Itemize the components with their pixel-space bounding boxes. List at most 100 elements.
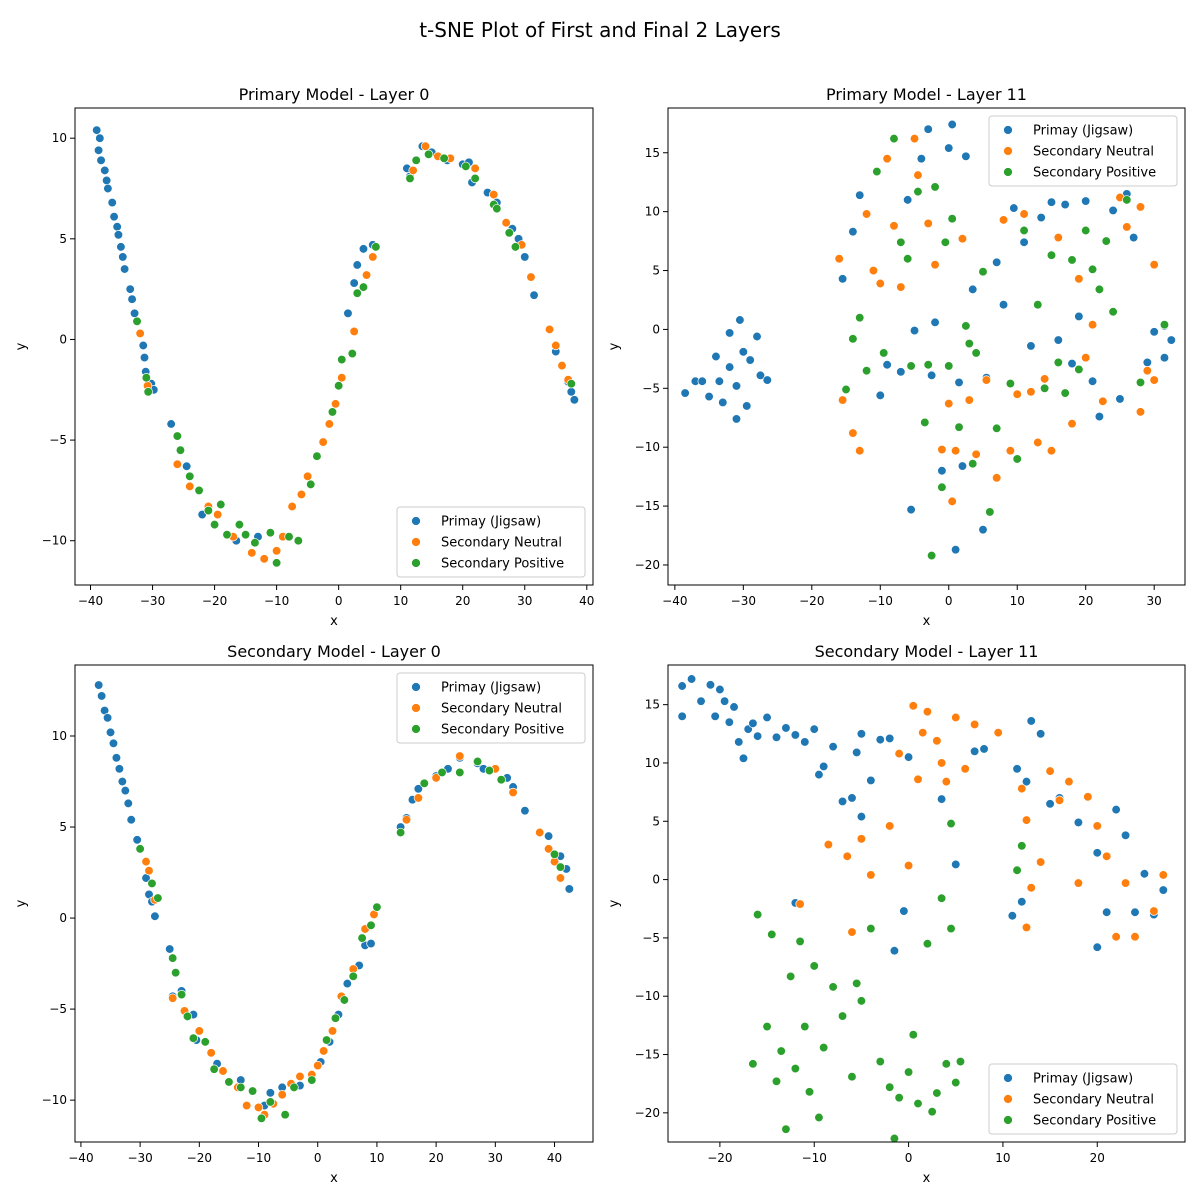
data-point [1101,236,1111,246]
data-point [236,1082,246,1093]
data-point [1130,907,1140,917]
data-point [819,1042,829,1053]
data-point [731,414,742,424]
data-point [828,741,838,752]
y-tick-label: 15 [645,698,660,712]
legend-marker [411,724,421,734]
y-tick-label: −5 [49,1002,67,1016]
x-tick-label: 10 [1010,594,1025,608]
y-tick-label: 5 [652,814,660,828]
data-point [139,352,150,363]
data-point [936,794,947,804]
data-point [321,1035,332,1045]
data-point [1045,799,1055,809]
data-point [1087,320,1098,330]
data-point [206,1048,216,1058]
subplot-2: Primary Model - Layer 11 −40 −30 −20 −10 0 10 2… [607,85,1186,629]
data-point [1026,387,1036,397]
data-point [265,528,276,538]
data-point [342,978,352,989]
data-point [1074,364,1084,375]
data-point [1021,776,1032,787]
legend-marker [411,537,421,547]
data-point [1092,821,1102,831]
data-point [979,744,989,754]
data-point [439,153,449,163]
data-point [964,395,974,405]
data-point [492,203,502,214]
data-point [809,961,819,971]
data-point [368,252,378,262]
data-point [96,691,107,701]
data-point [318,437,328,447]
data-point [423,149,434,159]
data-point [420,141,431,151]
subplot-4: Secondary Model - Layer 11 −20 −10 0 10 20 −20… [607,642,1186,1186]
data-point [947,214,957,224]
data-point [885,821,895,831]
data-point [875,390,885,401]
data-point [543,831,554,841]
data-point [349,278,359,288]
data-point [224,1077,234,1087]
subplot-title: Primary Model - Layer 0 [239,85,430,104]
data-point [372,902,382,912]
data-point [352,260,362,270]
data-point [296,489,307,500]
data-point [150,911,160,921]
data-point [1094,284,1105,295]
data-point [879,348,889,358]
data-point [339,995,350,1005]
data-point [1036,857,1046,867]
data-point [937,466,947,476]
data-point [742,401,752,411]
data-point [908,1030,918,1040]
data-point [419,778,429,788]
data-point [337,373,347,383]
data-point [334,381,344,391]
data-point [349,326,359,337]
data-point [405,173,415,184]
data-point [828,982,838,992]
data-point [800,737,810,747]
data-point [896,282,906,292]
data-point [188,1033,199,1043]
data-point [889,221,899,231]
data-point [767,929,777,940]
data-point [978,267,988,277]
data-point [555,873,566,883]
data-point [1046,446,1057,456]
x-tick-label: 20 [1078,594,1093,608]
data-point [856,729,867,739]
data-point [718,397,728,408]
data-point [284,532,294,542]
x-tick-label: −30 [140,594,165,608]
data-point [1067,255,1077,265]
y-tick-label: 0 [59,911,67,925]
data-point [165,944,175,954]
y-axis-label: y [14,342,29,350]
data-point [289,1082,299,1093]
data-point [1128,232,1139,243]
data-point [182,461,192,471]
data-point [120,785,130,796]
y-tick-label: 10 [645,756,660,770]
legend-label: Primay (Jigsaw) [441,681,541,696]
data-point [529,290,539,300]
data-point [866,870,876,880]
data-point [135,328,145,339]
data-point [431,773,441,783]
data-point [1092,942,1102,952]
x-tick-label: 30 [517,594,532,608]
data-point [141,856,151,867]
data-point [868,265,879,276]
data-point [566,387,576,397]
data-point [978,524,988,535]
data-point [472,756,483,767]
y-tick-label: 0 [59,332,67,346]
data-point [549,849,560,859]
data-point [138,340,148,351]
data-point [677,711,687,721]
data-point [755,370,766,381]
data-point [302,471,313,481]
